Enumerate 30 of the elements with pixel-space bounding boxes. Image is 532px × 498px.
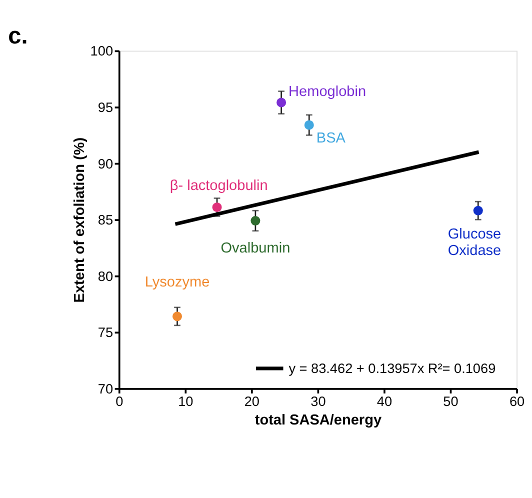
series-label: Lysozyme xyxy=(144,274,210,290)
y-axis-title: Extent of exfoliation (%) xyxy=(72,137,88,303)
y-tick-label: 100 xyxy=(90,44,114,59)
series-label: BSA xyxy=(316,130,346,146)
x-tick-label: 20 xyxy=(244,394,260,410)
series-label: β- lactoglobulin xyxy=(170,178,268,194)
y-tick-label: 90 xyxy=(98,156,114,172)
series-label: Ovalbumin xyxy=(220,240,290,256)
point xyxy=(172,312,182,322)
x-tick-label: 60 xyxy=(509,394,526,410)
x-tick-label: 40 xyxy=(376,394,392,410)
x-tick-label: 50 xyxy=(443,394,459,410)
point xyxy=(473,206,483,216)
point xyxy=(304,120,314,130)
point xyxy=(212,202,222,212)
x-tick-label: 10 xyxy=(178,394,194,410)
y-tick-label: 80 xyxy=(98,268,114,284)
point xyxy=(276,98,286,108)
series-label: Hemoglobin xyxy=(288,84,366,100)
point xyxy=(250,216,260,226)
x-tick-label: 30 xyxy=(310,394,326,410)
x-axis-title: total SASA/energy xyxy=(254,412,382,428)
chart-title: c. xyxy=(8,23,28,50)
y-tick-label: 70 xyxy=(98,381,114,396)
y-tick-label: 85 xyxy=(98,212,114,228)
x-tick-label: 0 xyxy=(116,394,124,410)
y-tick-label: 95 xyxy=(98,100,114,116)
legend-label: y = 83.462 + 0.13957x R²= 0.1069 xyxy=(288,361,496,376)
series-label: Glucose Oxidase xyxy=(448,226,502,260)
y-tick-label: 75 xyxy=(98,325,114,340)
